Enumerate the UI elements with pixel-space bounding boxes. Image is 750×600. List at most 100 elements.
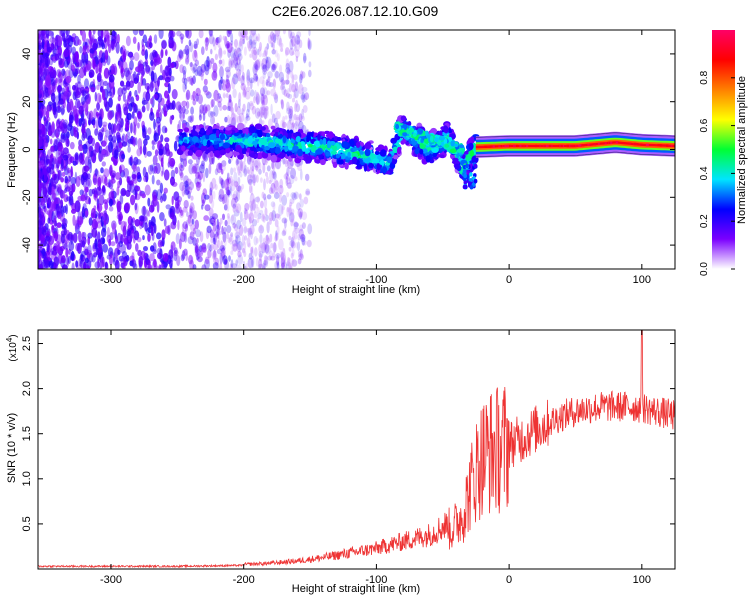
noise-mark: [299, 224, 304, 232]
noise-mark: [238, 112, 245, 123]
noise-mark: [224, 219, 228, 227]
noise-mark: [232, 88, 237, 99]
noise-mark: [226, 114, 230, 124]
noise-mark: [44, 235, 51, 241]
noise-mark: [74, 154, 79, 165]
noise-mark: [198, 245, 203, 253]
noise-mark: [255, 257, 259, 267]
noise-mark: [205, 37, 209, 43]
noise-mark: [180, 231, 186, 243]
noise-mark: [142, 78, 147, 86]
noise-mark: [233, 72, 240, 78]
noise-mark: [212, 37, 216, 47]
noise-mark: [168, 102, 174, 110]
noise-mark: [254, 62, 259, 73]
noise-mark: [186, 48, 190, 59]
noise-mark: [232, 190, 239, 201]
x-tick-label: -200: [233, 274, 255, 286]
noise-mark: [108, 191, 115, 200]
noise-mark: [131, 121, 136, 134]
noise-mark: [185, 30, 192, 39]
noise-mark: [249, 39, 253, 50]
noise-mark: [88, 146, 93, 152]
noise-mark: [240, 64, 244, 73]
noise-mark: [304, 92, 310, 100]
noise-mark: [62, 264, 68, 269]
noise-mark: [277, 214, 281, 220]
noise-mark: [93, 108, 98, 120]
noise-mark: [275, 110, 281, 120]
clean-band-mark: [657, 144, 660, 147]
noise-mark: [291, 248, 295, 257]
ridge-mark: [364, 148, 371, 157]
ridge-mark: [409, 128, 415, 133]
noise-mark: [248, 212, 255, 224]
x-tick-label: -300: [100, 274, 122, 286]
noise-mark: [276, 161, 280, 169]
noise-mark: [273, 179, 279, 189]
noise-mark: [255, 174, 259, 183]
noise-mark: [101, 127, 105, 133]
noise-mark: [276, 225, 280, 236]
noise-mark: [81, 127, 87, 134]
noise-mark: [210, 243, 214, 251]
ridge-mark: [329, 141, 336, 146]
noise-mark: [276, 261, 280, 269]
noise-mark: [215, 231, 219, 238]
noise-mark: [50, 200, 56, 212]
noise-mark: [101, 121, 108, 127]
noise-mark: [210, 48, 213, 55]
noise-mark: [116, 201, 121, 210]
noise-mark: [234, 223, 238, 232]
ridge-mark: [219, 133, 226, 141]
noise-mark: [63, 49, 69, 58]
noise-mark: [237, 77, 241, 82]
ridge-mark: [206, 139, 211, 148]
noise-mark: [221, 249, 225, 257]
noise-mark: [84, 248, 89, 256]
noise-mark: [211, 114, 215, 124]
noise-mark: [91, 118, 96, 126]
snr-y-scale-label: (x104): [5, 334, 19, 361]
noise-mark: [284, 218, 287, 229]
noise-mark: [170, 176, 175, 186]
noise-mark: [56, 204, 61, 215]
ridge-mark: [473, 178, 478, 184]
noise-mark: [46, 230, 51, 237]
noise-mark: [121, 141, 128, 147]
noise-mark: [237, 185, 241, 192]
noise-mark: [235, 184, 241, 192]
noise-mark: [65, 138, 70, 148]
noise-mark: [81, 144, 88, 150]
noise-mark: [238, 60, 242, 72]
noise-mark: [273, 34, 277, 44]
noise-mark: [136, 236, 142, 243]
noise-mark: [285, 67, 291, 74]
noise-mark: [265, 175, 269, 184]
noise-mark: [178, 50, 184, 60]
noise-mark: [266, 221, 270, 234]
noise-mark: [67, 89, 72, 97]
noise-mark: [43, 205, 47, 213]
noise-mark: [179, 33, 185, 40]
noise-mark: [259, 41, 262, 51]
noise-mark: [308, 69, 312, 78]
noise-mark: [134, 203, 138, 211]
noise-mark: [88, 217, 93, 226]
noise-mark: [271, 113, 276, 123]
clean-band-mark: [628, 142, 631, 145]
noise-mark: [194, 49, 197, 58]
clean-band-mark: [640, 143, 643, 146]
noise-mark: [75, 98, 81, 109]
spectrogram-marks: [38, 30, 675, 269]
ridge-mark: [274, 147, 281, 154]
noise-mark: [248, 179, 252, 185]
noise-mark: [271, 64, 277, 71]
noise-mark: [271, 169, 276, 176]
noise-mark: [190, 77, 194, 86]
noise-mark: [238, 92, 242, 103]
noise-mark: [128, 94, 132, 100]
noise-mark: [63, 147, 69, 155]
noise-mark: [297, 208, 303, 218]
